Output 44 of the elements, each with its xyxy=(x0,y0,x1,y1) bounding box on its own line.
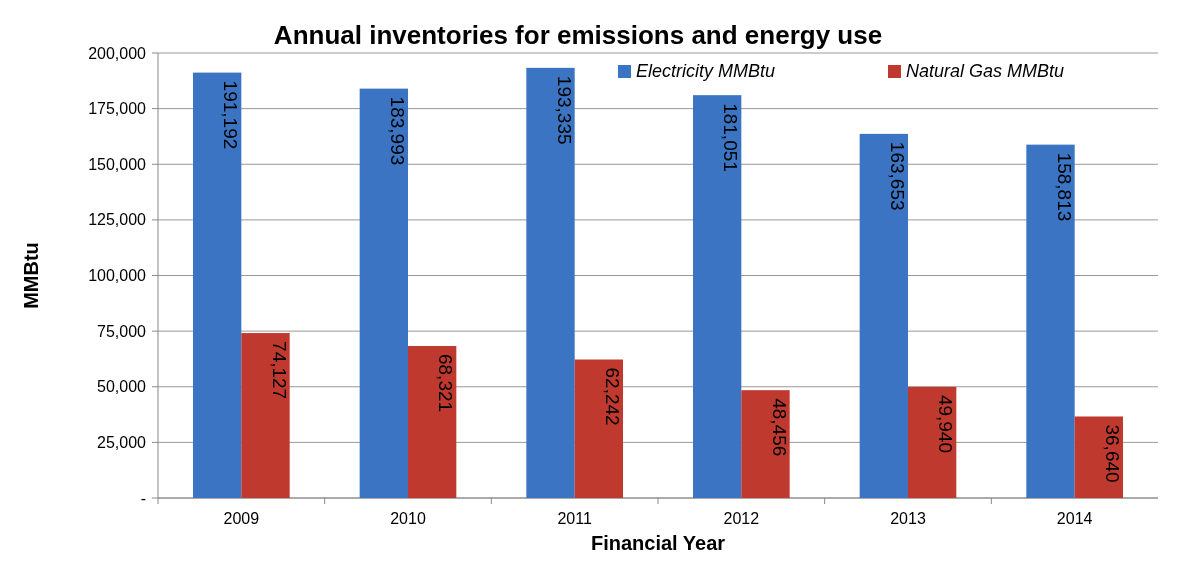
y-tick-label: 200,000 xyxy=(88,44,147,62)
y-tick-label: 150,000 xyxy=(88,155,147,173)
x-tick-label: 2014 xyxy=(1056,510,1093,527)
y-tick-label: 175,000 xyxy=(88,100,147,118)
x-tick-label: 2009 xyxy=(223,510,260,527)
y-tick-label: 125,000 xyxy=(88,211,147,229)
bar xyxy=(693,95,742,498)
chart-title: Annual inventories for emissions and energy use xyxy=(273,20,883,50)
bar xyxy=(1026,144,1075,498)
bar xyxy=(859,133,908,498)
x-tick-label: 2010 xyxy=(390,510,426,527)
y-tick-label: 25,000 xyxy=(97,433,147,451)
x-tick-label: 2013 xyxy=(890,510,926,527)
y-axis-title: MMBtu xyxy=(20,242,42,309)
y-tick-label: - xyxy=(140,489,146,507)
data-label: 74,127 xyxy=(268,341,290,400)
legend-label: Natural Gas MMBtu xyxy=(906,61,1065,81)
data-label: 183,993 xyxy=(386,96,408,166)
x-tick-label: 2011 xyxy=(557,510,592,527)
bar xyxy=(408,345,457,498)
bar xyxy=(574,359,623,498)
x-axis-title: Financial Year xyxy=(590,532,726,554)
data-label: 68,321 xyxy=(435,353,457,413)
bar xyxy=(1074,416,1123,498)
data-label: 181,051 xyxy=(720,103,742,172)
data-label: 48,456 xyxy=(768,398,790,457)
bar xyxy=(193,72,242,498)
y-tick-label: 50,000 xyxy=(97,378,147,396)
data-label: 193,335 xyxy=(553,75,575,145)
x-tick-label: 2012 xyxy=(723,510,760,527)
data-label: 163,653 xyxy=(886,141,908,211)
bar xyxy=(359,88,408,498)
bar xyxy=(526,67,575,498)
data-label: 49,940 xyxy=(935,394,957,454)
data-label: 62,242 xyxy=(601,367,623,426)
bar xyxy=(741,390,790,498)
data-label: 191,192 xyxy=(220,80,242,150)
data-label: 158,813 xyxy=(1053,152,1075,222)
data-label: 36,640 xyxy=(1101,424,1123,483)
bar xyxy=(241,333,290,498)
y-tick-label: 75,000 xyxy=(97,322,147,340)
bar xyxy=(908,386,957,498)
y-tick-label: 100,000 xyxy=(88,267,147,285)
legend-label: Electricity MMBtu xyxy=(636,61,776,81)
